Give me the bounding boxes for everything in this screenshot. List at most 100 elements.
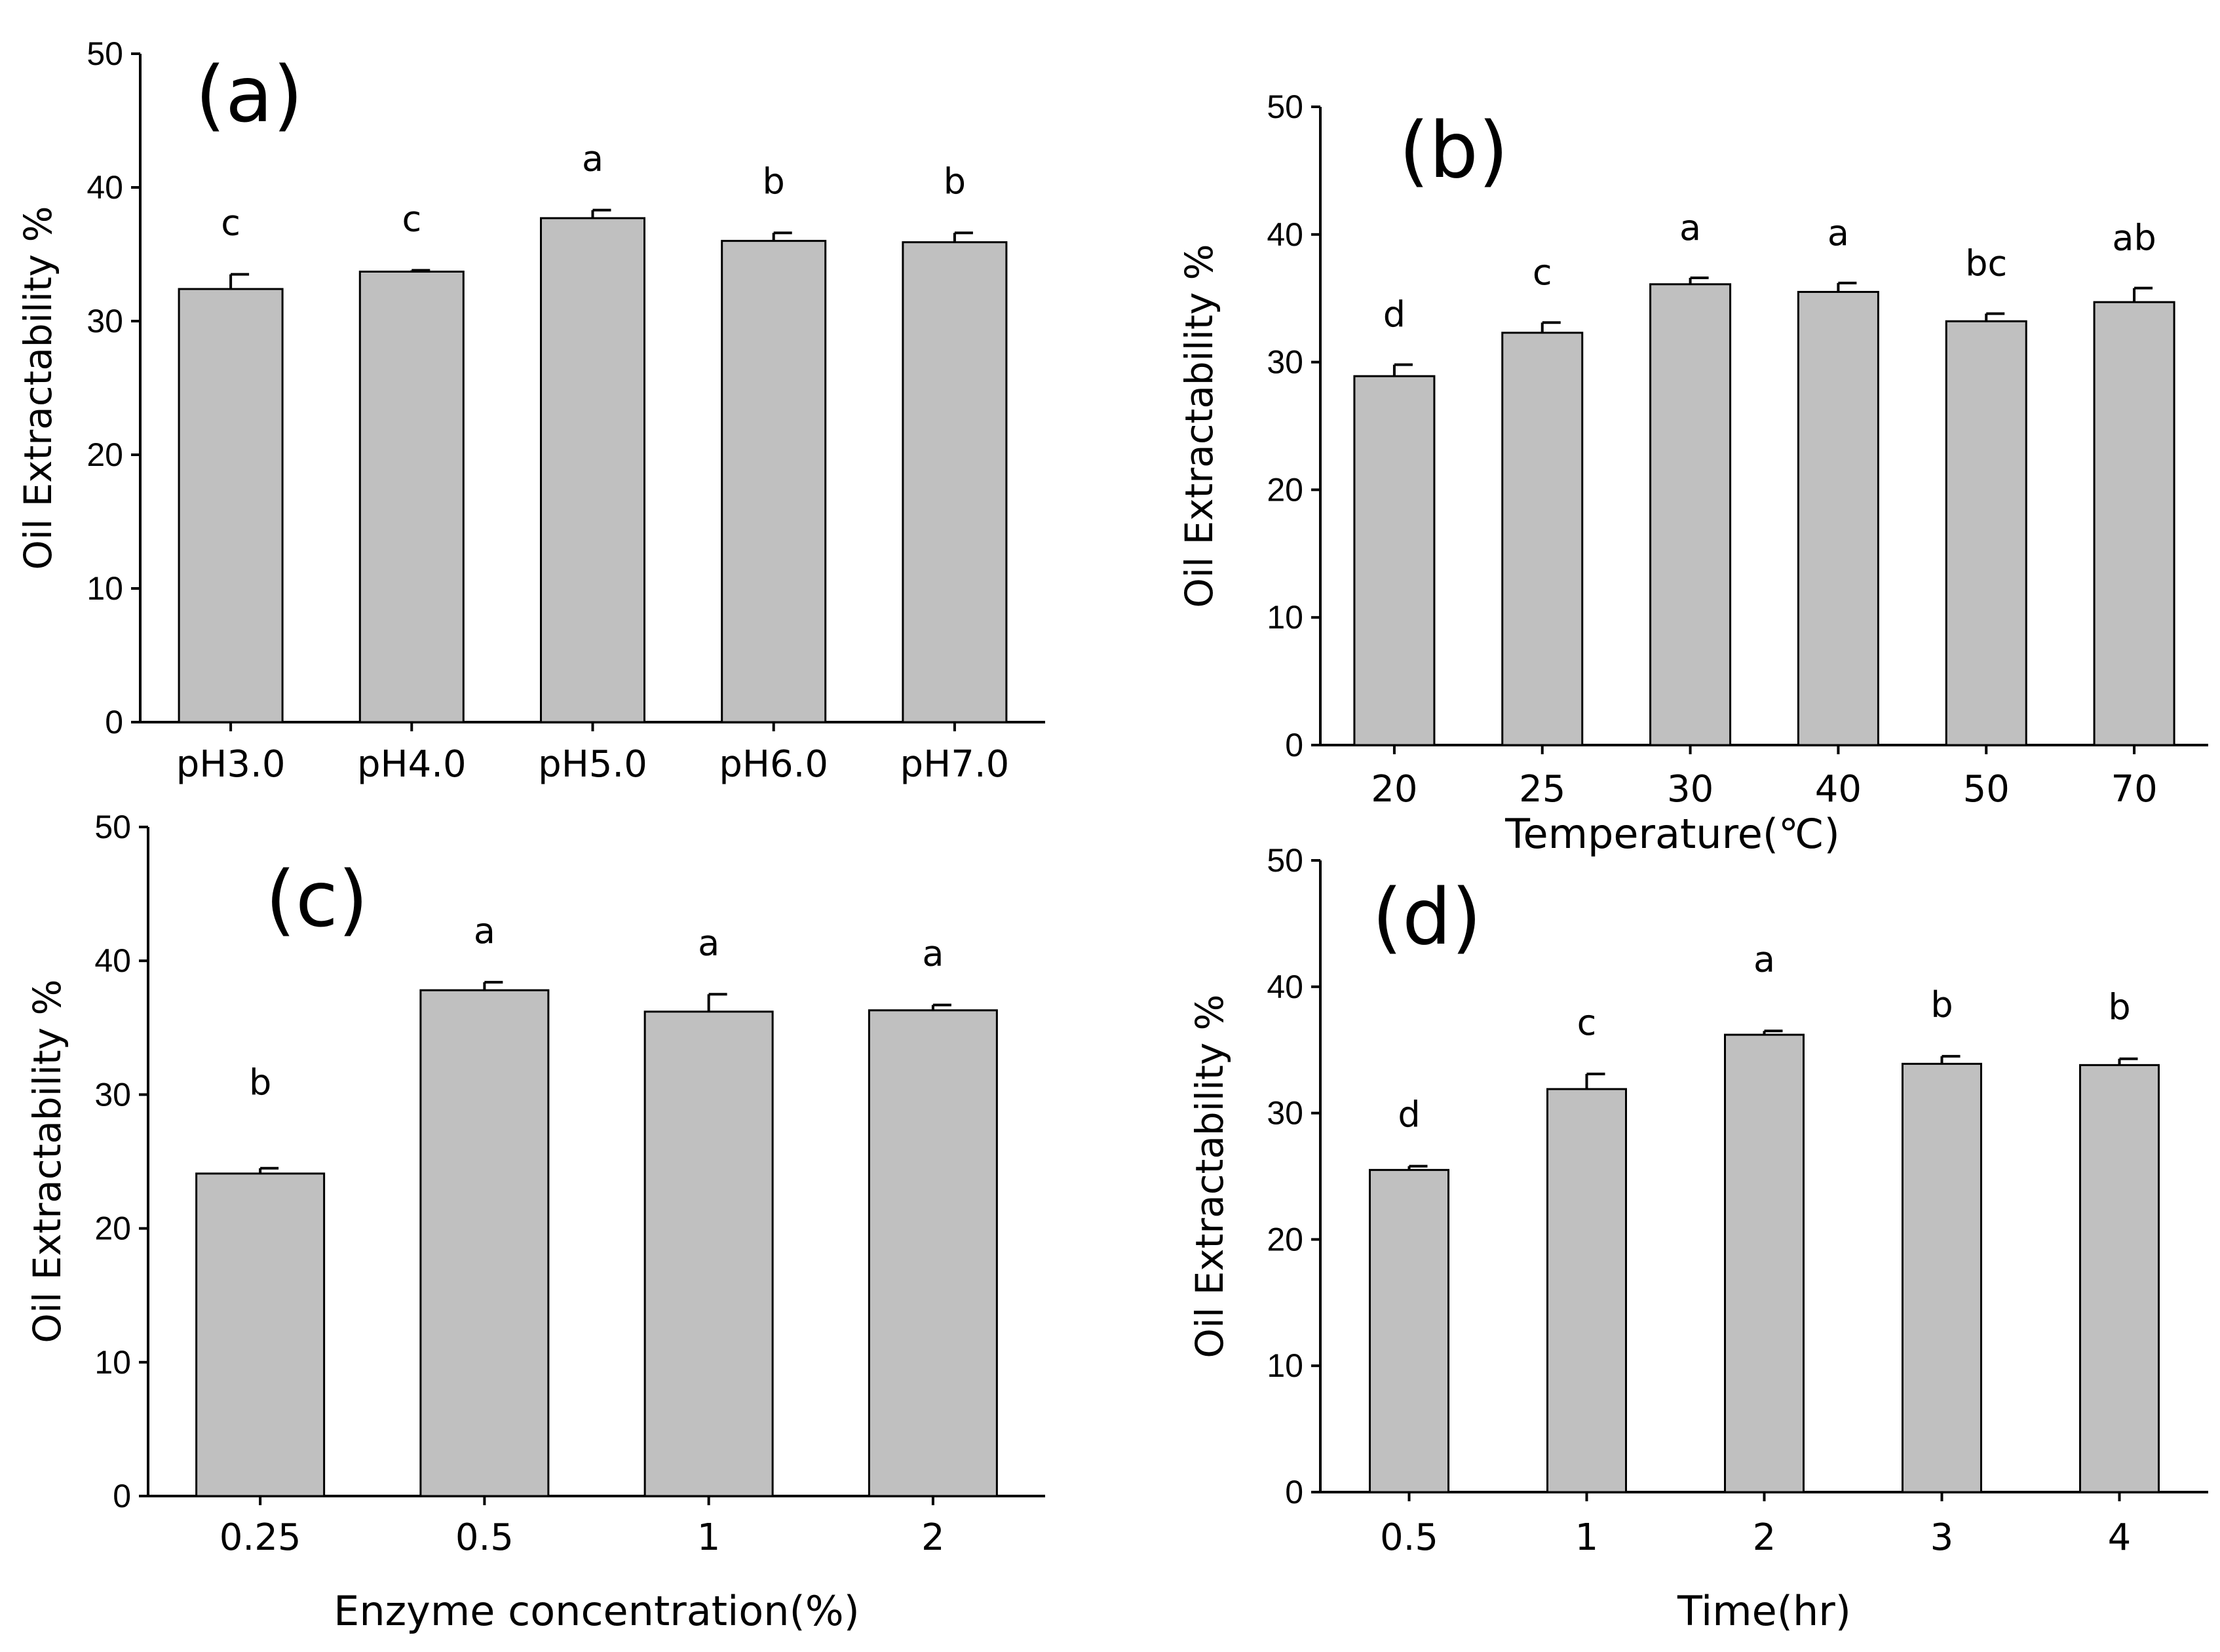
y-tick-label: 30: [1267, 1095, 1303, 1132]
y-tick-label: 50: [1267, 88, 1303, 125]
y-tick-label: 50: [94, 809, 131, 845]
panel-label: (c): [265, 854, 368, 944]
x-tick-label: 0.5: [1380, 1516, 1438, 1559]
bar-1: [643, 1010, 774, 1497]
bar-25: [1501, 332, 1584, 746]
bar-pH3.0: [178, 288, 284, 723]
y-axis-title: Oil Extractability %: [1187, 994, 1232, 1358]
y-tick-label: 0: [1285, 727, 1303, 763]
x-axis-title: Time(hr): [1677, 1587, 1851, 1635]
significance-label: b: [1930, 984, 1953, 1026]
bar-20: [1353, 375, 1436, 746]
bar-30: [1649, 283, 1732, 746]
bar-40: [1797, 290, 1879, 746]
y-tick-label: 30: [1267, 344, 1303, 381]
chart-panel-d: 0 10 20 30 40 50 0.5 d 1 c 2 a 3 b 4 b Oil Extractabilit…: [1187, 842, 2208, 1635]
bar-70: [2093, 301, 2175, 746]
y-tick-label: 20: [1267, 1221, 1303, 1258]
y-tick-label: 30: [86, 303, 123, 339]
x-tick-label: 2: [921, 1516, 945, 1559]
y-tick-label: 10: [1267, 1347, 1303, 1384]
y-tick-label: 30: [94, 1076, 131, 1113]
y-tick-label: 0: [113, 1478, 131, 1514]
y-tick-label: 10: [86, 570, 123, 607]
panel-label: (a): [195, 49, 303, 140]
x-tick-label: 25: [1519, 768, 1565, 811]
significance-label: c: [1577, 1002, 1597, 1043]
significance-label: b: [249, 1062, 271, 1103]
significance-label: b: [944, 161, 966, 202]
bar-2: [868, 1009, 998, 1497]
bar-1: [1546, 1088, 1627, 1493]
x-tick-label: pH3.0: [176, 743, 286, 786]
y-tick-label: 40: [94, 942, 131, 979]
bar-4: [2079, 1064, 2160, 1493]
significance-label: ab: [2112, 218, 2156, 259]
x-tick-label: pH4.0: [357, 743, 467, 786]
x-tick-label: 1: [1575, 1516, 1599, 1559]
y-tick-label: 50: [86, 35, 123, 72]
y-tick-label: 40: [86, 169, 123, 206]
y-tick-label: 20: [1267, 471, 1303, 508]
bar-pH4.0: [358, 271, 465, 723]
x-axis-title: Enzyme concentration(%): [334, 1587, 860, 1635]
x-tick-label: pH5.0: [538, 743, 647, 786]
significance-label: b: [763, 161, 785, 202]
y-tick-label: 20: [86, 436, 123, 473]
y-tick-label: 10: [94, 1344, 131, 1381]
significance-label: c: [402, 198, 421, 239]
x-tick-label: 50: [1963, 768, 2010, 811]
significance-label: a: [698, 922, 719, 963]
x-tick-label: 4: [2108, 1516, 2132, 1559]
panel-label: (d): [1372, 872, 1482, 962]
x-tick-label: 1: [697, 1516, 721, 1559]
significance-label: c: [1533, 252, 1552, 293]
y-axis-title: Oil Extractability %: [16, 206, 60, 569]
y-tick-label: 50: [1267, 842, 1303, 879]
bar-50: [1945, 320, 2027, 746]
significance-label: b: [2108, 987, 2130, 1028]
y-tick-label: 40: [1267, 969, 1303, 1005]
y-tick-label: 20: [94, 1210, 131, 1247]
significance-label: d: [1398, 1094, 1420, 1136]
significance-label: bc: [1965, 243, 2007, 284]
x-tick-label: 20: [1371, 768, 1417, 811]
bar-pH6.0: [721, 240, 827, 723]
significance-label: a: [1679, 207, 1701, 248]
y-axis-title: Oil Extractability %: [25, 979, 69, 1343]
bar-2: [1724, 1033, 1805, 1493]
x-tick-label: 3: [1930, 1516, 1954, 1559]
significance-label: a: [1753, 939, 1775, 980]
y-tick-label: 0: [1285, 1474, 1303, 1510]
x-tick-label: pH6.0: [719, 743, 828, 786]
bar-pH7.0: [902, 241, 1008, 723]
y-tick-label: 10: [1267, 599, 1303, 636]
y-tick-label: 0: [105, 704, 123, 740]
bar-0.5: [419, 989, 550, 1497]
significance-label: d: [1383, 294, 1406, 335]
significance-label: a: [582, 138, 603, 180]
x-tick-label: 40: [1815, 768, 1862, 811]
x-tick-label: 0.5: [455, 1516, 514, 1559]
x-tick-label: 30: [1667, 768, 1713, 811]
x-tick-label: 0.25: [220, 1516, 301, 1559]
significance-label: a: [1828, 212, 1849, 254]
x-tick-label: 70: [2111, 768, 2157, 811]
panel-label: (b): [1399, 105, 1508, 195]
significance-label: a: [922, 933, 944, 974]
significance-label: a: [474, 910, 495, 951]
y-tick-label: 40: [1267, 216, 1303, 253]
x-tick-label: pH7.0: [900, 743, 1010, 786]
chart-panel-c: 0 10 20 30 40 50 0.25 b 0.5 a 1 a 2 a Oil Extractabili…: [25, 809, 1045, 1635]
chart-panel-b: 0 10 20 30 40 50 20 d 25 c 30 a 40 a 50 bc 70 ab Oil Extra…: [1177, 88, 2208, 858]
x-tick-label: 2: [1753, 1516, 1776, 1559]
bar-pH5.0: [540, 217, 645, 723]
bar-3: [1902, 1062, 1982, 1493]
y-axis-title: Oil Extractability %: [1177, 244, 1221, 607]
chart-panel-a: 0 10 20 30 40 50 pH3.0 c pH4.0 c pH5.0 a pH6.0 b pH7.0…: [16, 35, 1045, 786]
bar-0.25: [195, 1172, 326, 1497]
significance-label: c: [221, 202, 240, 244]
x-axis-title: Temperature(℃): [1504, 810, 1840, 858]
bar-0.5: [1369, 1168, 1449, 1493]
